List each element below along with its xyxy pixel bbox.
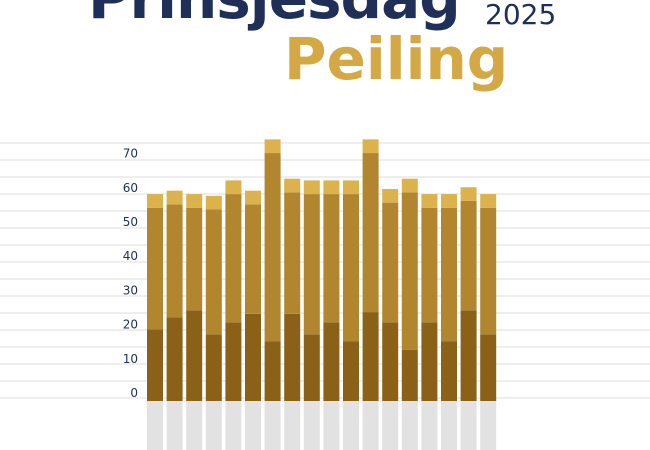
bar-segment-2 xyxy=(186,207,203,311)
bar-segment-2 xyxy=(303,194,320,335)
bar-segment-1 xyxy=(323,322,340,401)
bar-base-stub xyxy=(441,401,457,450)
bar-base-stub xyxy=(362,401,379,450)
bar-base-stub xyxy=(205,401,222,450)
bar-segment-3 xyxy=(245,190,261,205)
bar-segment-1 xyxy=(186,310,203,401)
bar-segment-2 xyxy=(264,153,281,342)
bar-segment-1 xyxy=(460,310,477,401)
bar-segment-1 xyxy=(284,313,301,401)
bar-segment-1 xyxy=(166,317,183,401)
bar-base-stub xyxy=(382,401,399,450)
bar-segment-2 xyxy=(401,192,418,350)
bar-segment-1 xyxy=(303,334,320,401)
bar-base-stub xyxy=(401,401,418,450)
bar-segment-3 xyxy=(323,180,340,195)
bar-segment-1 xyxy=(441,341,457,401)
bar-base-stub xyxy=(460,401,477,450)
bar-segment-1 xyxy=(421,322,438,401)
bar-segment-2 xyxy=(460,200,477,311)
bar-segment-2 xyxy=(480,207,497,335)
bar-segment-1 xyxy=(480,334,497,401)
bar-segment-2 xyxy=(382,202,399,323)
bar-segment-1 xyxy=(382,322,399,401)
bar-base-stub xyxy=(303,401,320,450)
bar-segment-3 xyxy=(303,180,320,195)
y-tick-label: 30 xyxy=(123,283,138,297)
bar-segment-1 xyxy=(205,334,222,401)
bar-segment-2 xyxy=(323,194,340,323)
bar-segment-2 xyxy=(284,192,301,314)
bar-segment-1 xyxy=(147,329,163,401)
y-tick-label: 40 xyxy=(123,249,138,263)
bar-segment-3 xyxy=(166,190,183,205)
bar-segment-2 xyxy=(225,194,242,323)
bar-segment-3 xyxy=(441,194,457,208)
bar-segment-3 xyxy=(284,178,301,193)
chart-subtitle: Peiling xyxy=(284,25,509,93)
bar-segment-3 xyxy=(362,139,379,154)
bar-segment-2 xyxy=(205,209,222,335)
chart-year: 2025 xyxy=(485,0,557,31)
bar-segment-3 xyxy=(343,180,359,195)
bar-base-stub xyxy=(245,401,261,450)
bar-base-stub xyxy=(264,401,281,450)
bar-segment-2 xyxy=(421,207,438,323)
bar-segment-1 xyxy=(264,341,281,401)
bar-segment-3 xyxy=(225,180,242,195)
y-tick-label: 70 xyxy=(123,147,138,161)
bar-segment-2 xyxy=(166,204,183,318)
bar-segment-3 xyxy=(147,194,163,208)
y-tick-label: 20 xyxy=(123,318,138,332)
y-tick-label: 10 xyxy=(123,352,138,366)
bar-base-stub xyxy=(323,401,340,450)
bar-segment-3 xyxy=(264,139,281,154)
bar-segment-1 xyxy=(343,341,359,401)
bar-base-stub xyxy=(147,401,163,450)
bar-base-stub xyxy=(421,401,438,450)
bar-base-stub xyxy=(284,401,301,450)
bar-base-stub xyxy=(186,401,203,450)
chart-title: Prinsjesdag xyxy=(88,0,461,32)
bar-base-stub xyxy=(225,401,242,450)
y-tick-label: 50 xyxy=(123,215,138,229)
bar-segment-2 xyxy=(441,207,457,342)
bar-segment-2 xyxy=(245,204,261,314)
bar-segment-3 xyxy=(480,194,497,208)
bar-segment-3 xyxy=(205,195,222,210)
bar-segment-1 xyxy=(401,349,418,401)
bar-segment-3 xyxy=(382,188,399,203)
bar-base-stub xyxy=(480,401,497,450)
bar-base-stub xyxy=(166,401,183,450)
bar-segment-3 xyxy=(460,187,477,201)
bar-segment-2 xyxy=(343,194,359,342)
y-tick-label: 60 xyxy=(123,181,138,195)
bar-segment-3 xyxy=(401,178,418,193)
bar-base-stub xyxy=(343,401,359,450)
bar-segment-1 xyxy=(245,313,261,401)
bar-segment-1 xyxy=(362,312,379,401)
bar-segment-2 xyxy=(147,207,163,330)
bar-segment-3 xyxy=(186,194,203,208)
bar-segment-3 xyxy=(421,194,438,208)
y-tick-label: 0 xyxy=(130,386,138,400)
bar-segment-2 xyxy=(362,153,379,313)
bar-segment-1 xyxy=(225,322,242,401)
